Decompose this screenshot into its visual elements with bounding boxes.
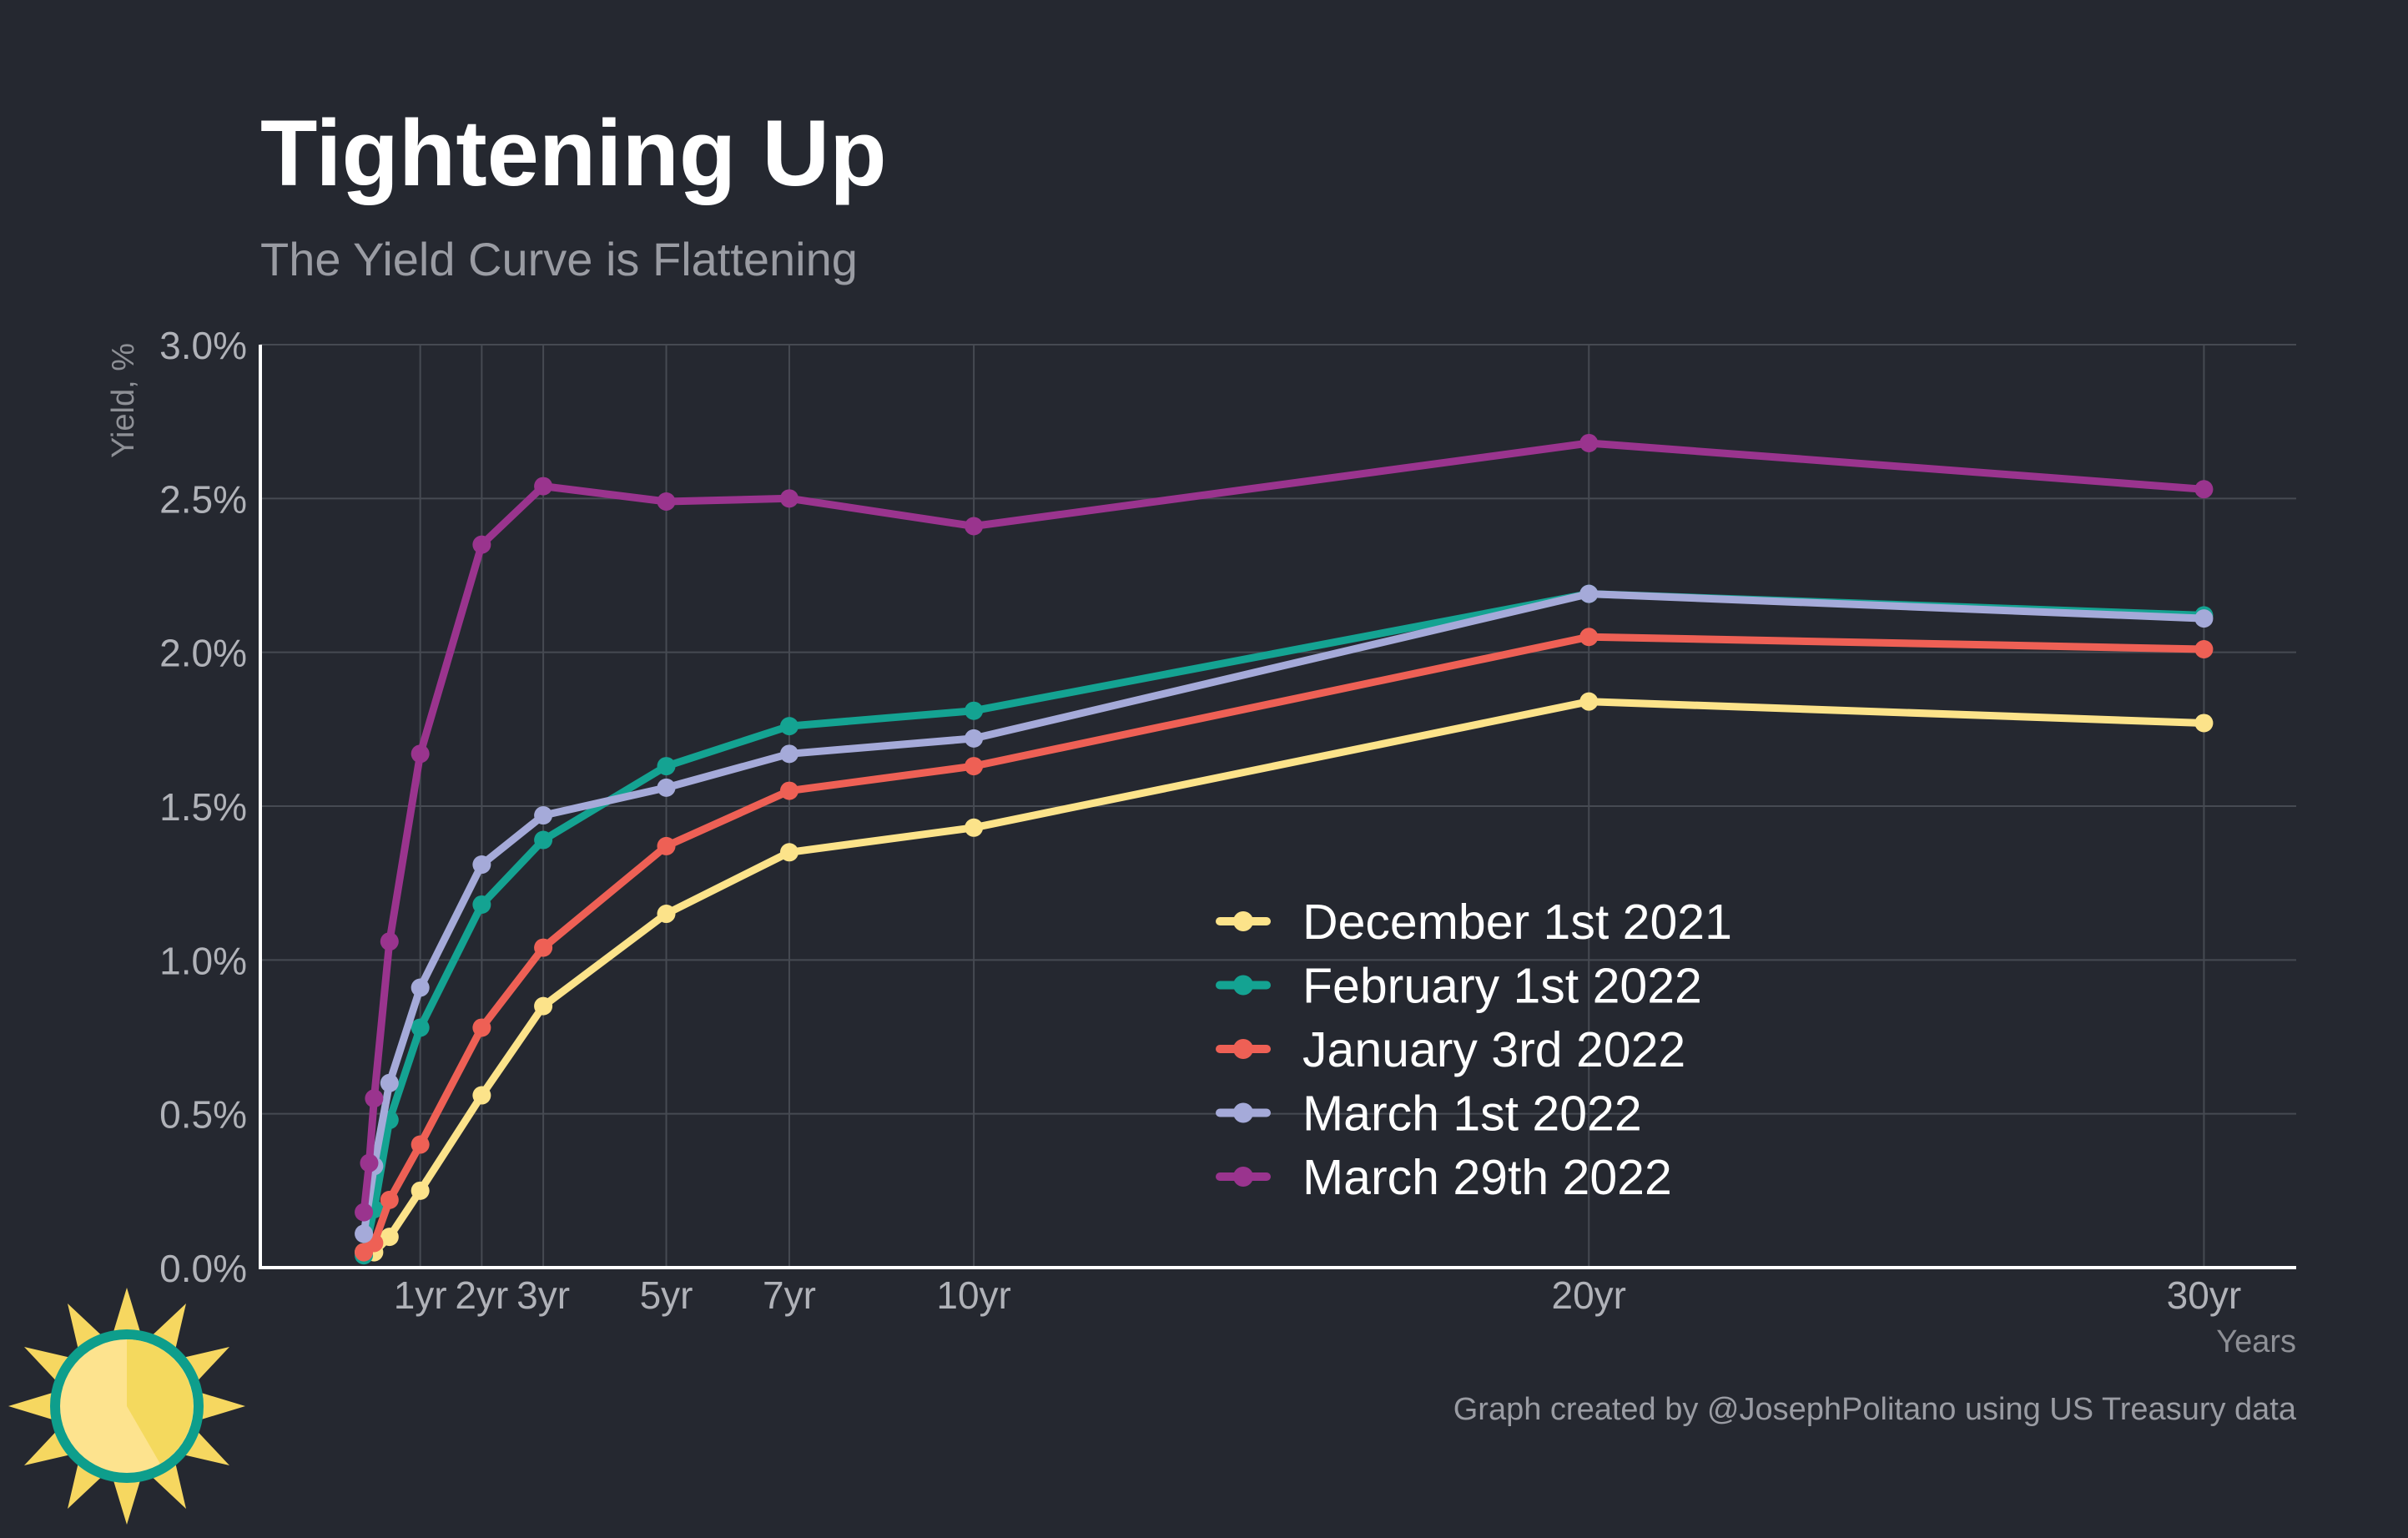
data-point [2194,480,2214,499]
series-line [360,590,2208,1259]
x-tick-label: 3yr [516,1273,570,1317]
legend-marker [1233,975,1253,996]
y-tick-label: 2.5% [159,477,247,521]
data-point [2194,609,2214,628]
data-point [779,781,798,800]
series-lines [355,433,2214,1265]
data-point [472,1086,491,1105]
data-point [965,818,984,837]
y-tick-label: 1.5% [159,785,247,829]
series-march-1st-2022 [355,584,2214,1243]
series-february-1st-2022 [355,584,2214,1265]
x-tick-label: 7yr [763,1273,816,1317]
data-point [380,932,399,951]
data-point [411,1181,430,1200]
legend-marker [1233,1039,1253,1059]
data-point [360,1153,379,1172]
data-point [411,744,430,764]
data-point [657,778,676,797]
y-tick-label: 1.0% [159,939,247,982]
data-point [1579,433,1599,452]
x-tick-label: 20yr [1552,1273,1626,1317]
data-point [411,978,430,997]
legend-marker [1233,911,1253,931]
chart-caption: Graph created by @JosephPolitano using U… [1453,1392,2297,1427]
x-tick-label: 30yr [2167,1273,2241,1317]
data-point [1579,692,1599,711]
data-point [779,744,798,764]
series-march-29th-2022 [355,433,2214,1222]
x-tick-labels: 1yr 2yr 3yr 5yr 7yr 10yr 20yr 30yr [394,1273,2241,1317]
chart-title: Tightening Up [260,101,887,205]
data-point [1579,628,1599,647]
data-point [657,492,676,512]
x-tick-label: 5yr [640,1273,693,1317]
data-point [965,517,984,536]
data-point [1579,584,1599,603]
data-point [779,717,798,736]
y-tick-label: 3.0% [159,324,247,367]
data-point [472,895,491,914]
series-line [360,633,2208,1257]
y-tick-label: 0.0% [159,1247,247,1290]
data-point [534,477,553,496]
sun-logo-icon [8,1288,245,1525]
data-point [534,938,553,957]
series-line [360,590,2208,1238]
chart-subtitle: The Yield Curve is Flattening [260,233,858,285]
legend-marker [1233,1102,1253,1123]
data-point [2194,714,2214,733]
x-tick-label: 2yr [455,1273,508,1317]
axes [259,345,2296,1269]
series-december-1st-2021 [355,692,2214,1262]
legend-label: December 1st 2021 [1302,895,1732,950]
data-point [657,836,676,855]
data-point [657,905,676,924]
data-point [657,757,676,776]
data-point [411,1135,430,1154]
data-point [380,1228,399,1247]
data-point [965,729,984,748]
data-point [472,535,491,554]
series-line [360,439,2208,1217]
y-tick-label: 0.5% [159,1093,247,1137]
data-point [965,757,984,776]
data-point [365,1089,384,1108]
legend-label: January 3rd 2022 [1302,1022,1685,1077]
legend-item: March 1st 2022 [1216,1087,1642,1142]
y-tick-label: 2.0% [159,632,247,675]
legend-item: January 3rd 2022 [1216,1022,1685,1077]
data-point [534,830,553,850]
legend-item: March 29th 2022 [1216,1150,1672,1205]
y-axis-title: Yield, % [106,343,141,458]
legend-item: December 1st 2021 [1216,895,1732,950]
data-point [472,855,491,875]
data-point [380,1190,399,1209]
data-point [380,1073,399,1092]
data-point [534,806,553,825]
data-point [472,1018,491,1037]
legend-item: February 1st 2022 [1216,959,1702,1014]
data-point [411,1018,430,1037]
data-point [355,1224,374,1243]
data-point [779,843,798,862]
x-tick-label: 10yr [936,1273,1010,1317]
legend: December 1st 2021 February 1st 2022 Januar… [1216,895,1732,1205]
series-january-3rd-2022 [355,628,2214,1262]
data-point [355,1203,374,1222]
legend-marker [1233,1167,1253,1187]
data-point [965,701,984,720]
y-tick-labels: 0.0% 0.5% 1.0% 1.5% 2.0% 2.5% 3.0% [159,324,247,1290]
legend-label: February 1st 2022 [1302,959,1702,1014]
data-point [2194,639,2214,658]
legend-label: March 29th 2022 [1302,1150,1672,1205]
data-point [779,489,798,508]
x-tick-label: 1yr [394,1273,447,1317]
x-axis-title: Years [2216,1324,2296,1359]
data-point [534,996,553,1016]
legend-label: March 1st 2022 [1302,1087,1642,1142]
